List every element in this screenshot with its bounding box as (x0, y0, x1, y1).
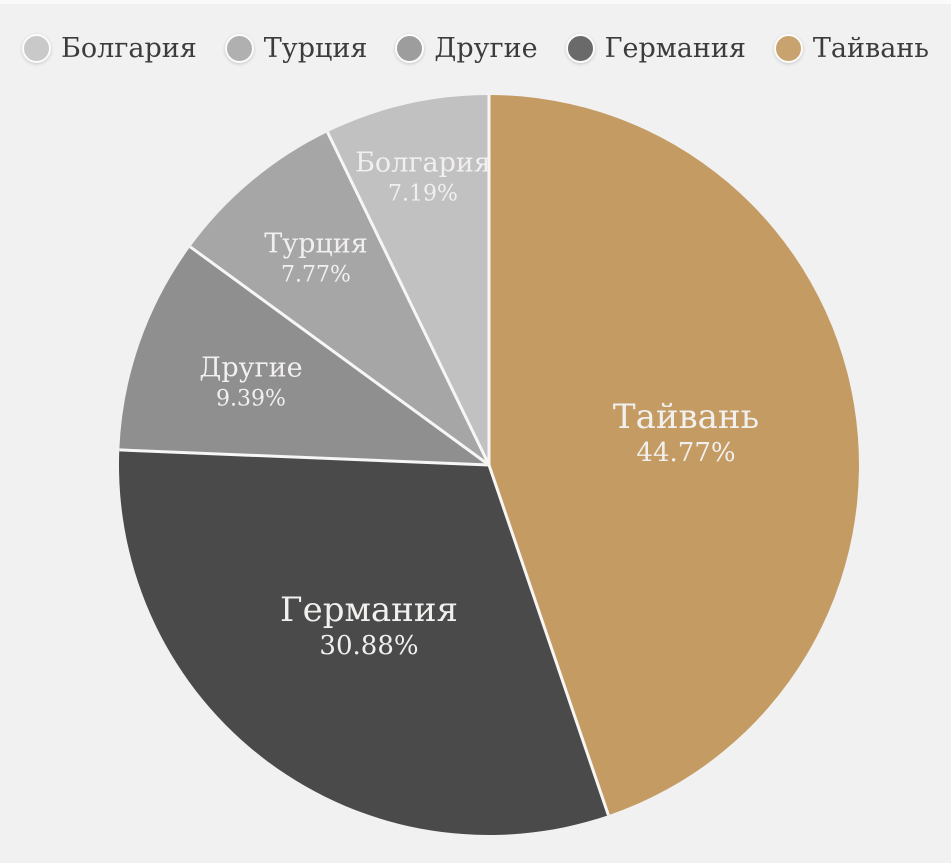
top-edge-highlight (0, 0, 951, 4)
legend-item-taiwan[interactable]: Тайвань (773, 33, 929, 64)
pie-slice-germany[interactable] (118, 449, 609, 835)
legend-item-bulgaria[interactable]: Болгария (21, 33, 197, 64)
legend-label: Турция (263, 33, 368, 64)
legend-swatch-icon (565, 34, 595, 63)
legend-item-others[interactable]: Другие (395, 33, 538, 64)
legend: Болгария Турция Другие Германия Тайвань (0, 33, 951, 64)
legend-label: Другие (434, 33, 538, 64)
slice-separator-line (326, 131, 491, 466)
legend-swatch-icon (773, 34, 803, 63)
legend-item-turkey[interactable]: Турция (224, 33, 368, 64)
legend-label: Германия (604, 33, 746, 64)
legend-swatch-icon (21, 34, 51, 63)
slice-separator-line (119, 448, 490, 467)
pie-slice-others[interactable] (119, 246, 490, 465)
legend-label: Тайвань (812, 33, 929, 64)
pie-slice-bulgaria[interactable] (327, 95, 490, 465)
slice-separator-line (487, 464, 610, 816)
pie-slice-turkey[interactable] (190, 132, 489, 465)
legend-item-germany[interactable]: Германия (565, 33, 746, 64)
legend-swatch-icon (224, 34, 254, 63)
legend-label: Болгария (60, 33, 197, 64)
pie-slice-taiwan[interactable] (489, 95, 859, 816)
legend-swatch-icon (395, 34, 425, 63)
slice-separator-line (189, 245, 490, 467)
